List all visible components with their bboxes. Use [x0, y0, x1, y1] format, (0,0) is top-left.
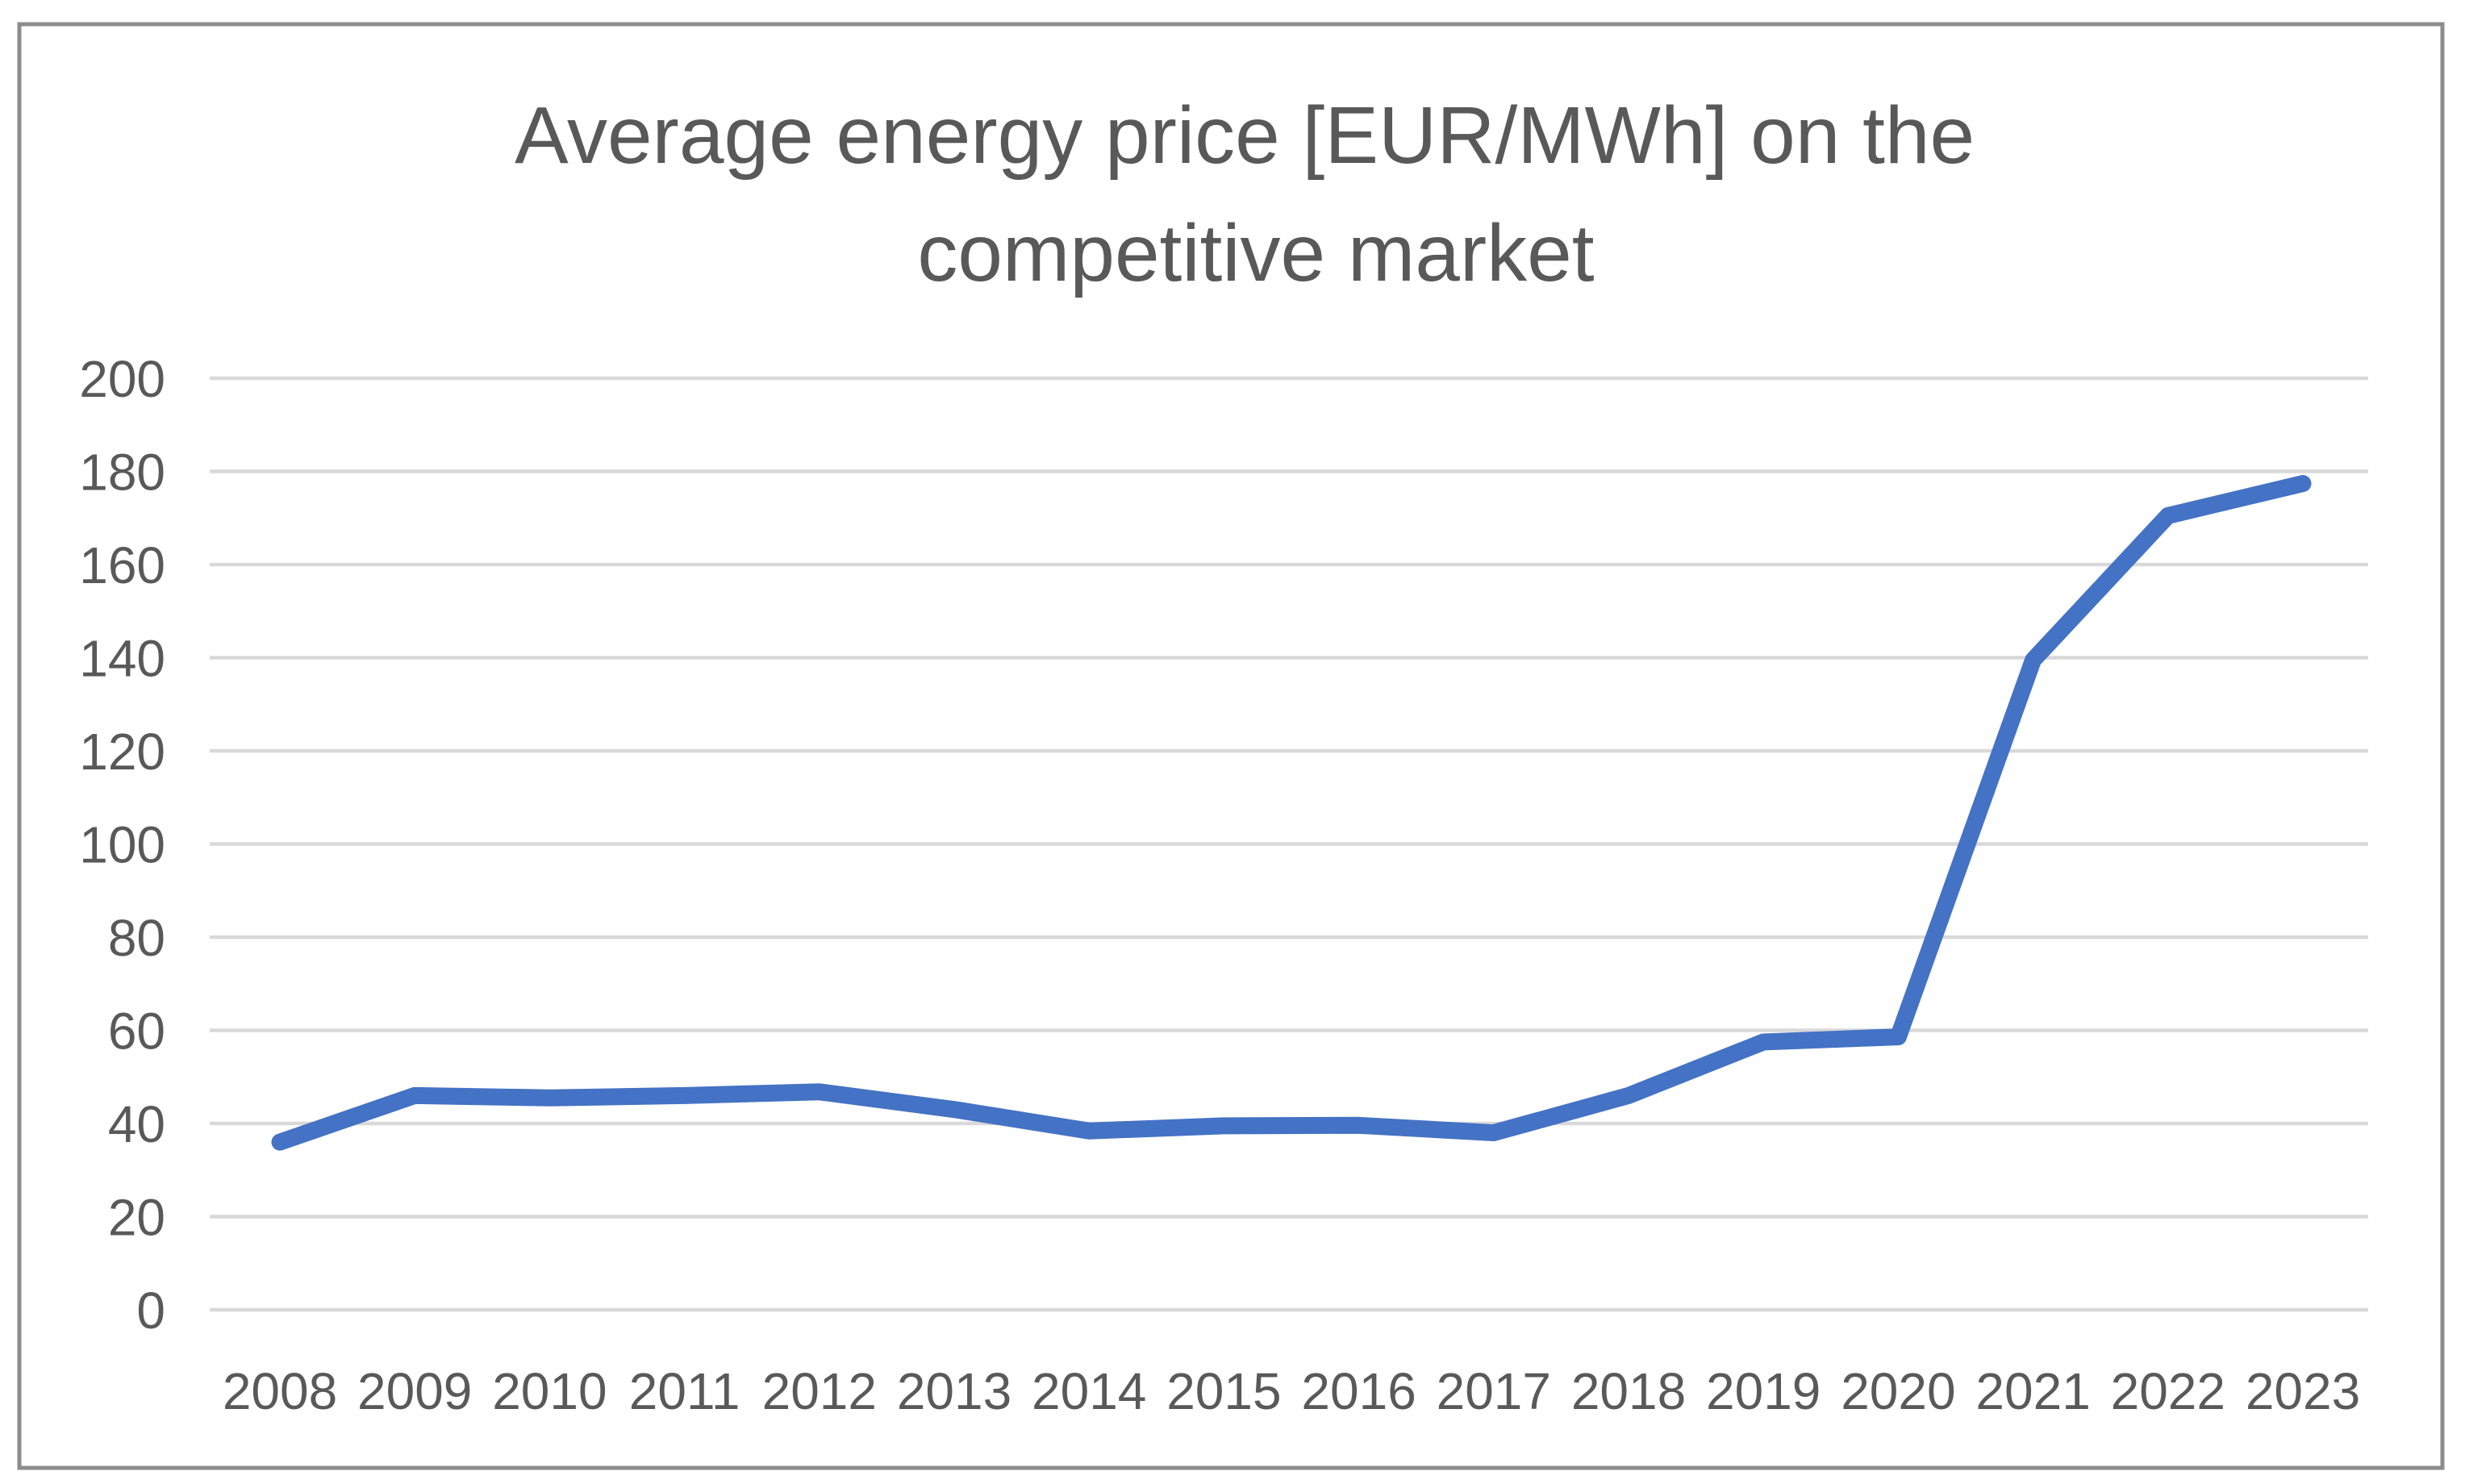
- gridlines-group: [210, 376, 2368, 1312]
- y-axis-tick-label: 80: [108, 909, 165, 967]
- y-axis-tick-labels-group: 0 20 40 60 80 100 120 140 160 180 200: [79, 350, 165, 1340]
- x-axis-tick-label: 2012: [762, 1362, 877, 1420]
- data-line-energy-price: [271, 475, 2312, 1151]
- y-axis-tick-label: 140: [79, 630, 165, 688]
- x-axis-tick-label: 2019: [1706, 1362, 1821, 1420]
- x-axis-tick-label: 2013: [897, 1362, 1011, 1420]
- x-axis-tick-label: 2017: [1437, 1362, 1551, 1420]
- y-axis-tick-label: 0: [136, 1282, 165, 1340]
- x-axis-tick-label: 2021: [1975, 1362, 2090, 1420]
- x-axis-tick-label: 2015: [1166, 1362, 1281, 1420]
- chart-title: Average energy price [EUR/MWh] on the co…: [515, 90, 1997, 298]
- y-axis-tick-label: 40: [108, 1095, 165, 1153]
- x-axis-tick-label: 2020: [1841, 1362, 1955, 1420]
- x-axis-tick-label: 2008: [223, 1362, 337, 1420]
- x-axis-tick-label: 2018: [1571, 1362, 1686, 1420]
- x-axis-tick-label: 2010: [492, 1362, 607, 1420]
- x-axis-tick-label: 2023: [2246, 1362, 2360, 1420]
- y-axis-tick-label: 60: [108, 1003, 165, 1061]
- chart-frame-border: [17, 22, 2445, 1470]
- x-axis-tick-label: 2009: [357, 1362, 472, 1420]
- y-axis-tick-label: 120: [79, 723, 165, 781]
- x-axis-tick-label: 2016: [1301, 1362, 1416, 1420]
- y-axis-tick-label: 160: [79, 536, 165, 594]
- x-axis-tick-label: 2022: [2111, 1362, 2225, 1420]
- y-axis-tick-label: 200: [79, 350, 165, 408]
- y-axis-tick-label: 20: [108, 1189, 165, 1247]
- x-axis-tick-label: 2014: [1032, 1362, 1146, 1420]
- x-axis-tick-labels-group: 2008 2009 2010 2011 2012 2013 2014 2015 2016 2017…: [223, 1362, 2360, 1420]
- y-axis-tick-label: 100: [79, 816, 165, 874]
- chart-title-line-1: Average energy price [EUR/MWh] on the: [515, 90, 1975, 181]
- x-axis-tick-label: 2011: [629, 1362, 740, 1420]
- data-series-group: [271, 475, 2312, 1151]
- chart-title-line-2: competitive market: [917, 208, 1594, 298]
- y-axis-tick-label: 180: [79, 444, 165, 502]
